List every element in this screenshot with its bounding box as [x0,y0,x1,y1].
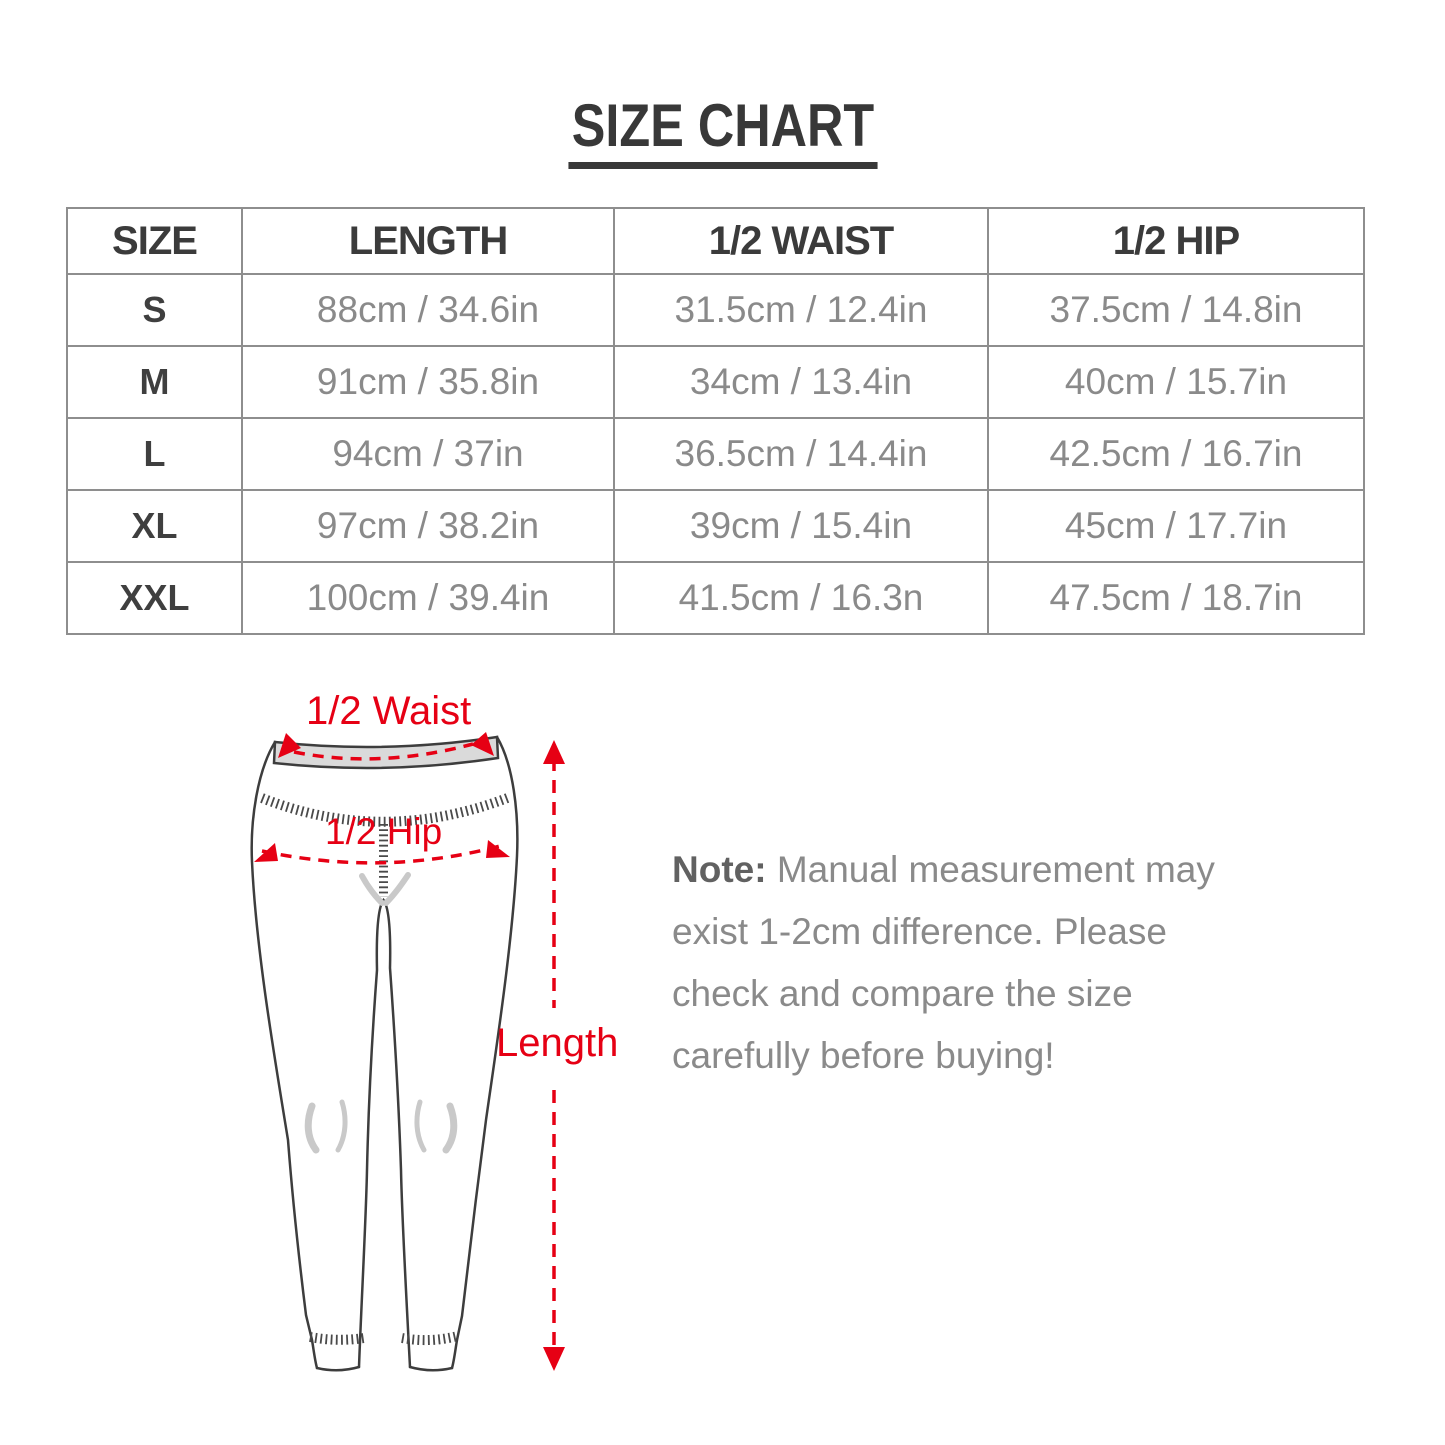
table-row: XL 97cm / 38.2in 39cm / 15.4in 45cm / 17… [66,489,1365,563]
length-cell: 94cm / 37in [241,417,615,491]
hip-cell: 40cm / 15.7in [987,345,1365,419]
page-title-wrap: SIZE CHART [0,96,1445,169]
length-arrowhead-top [543,740,565,764]
hip-arrowhead-left [254,843,278,862]
leggings-outline [250,735,519,1372]
note-line: check and compare the size [672,973,1133,1014]
table-row: M 91cm / 35.8in 34cm / 13.4in 40cm / 15.… [66,345,1365,419]
column-header-size: SIZE [66,207,243,275]
left-outer-edge [250,740,319,1370]
waist-cell: 36.5cm / 14.4in [613,417,989,491]
length-cell: 91cm / 35.8in [241,345,615,419]
hip-cell: 42.5cm / 16.7in [987,417,1365,491]
table-row: L 94cm / 37in 36.5cm / 14.4in 42.5cm / 1… [66,417,1365,491]
left-cuff-seam [309,1332,365,1345]
waist-cell: 39cm / 15.4in [613,489,989,563]
column-header-length: LENGTH [241,207,615,275]
hip-cell: 37.5cm / 14.8in [987,273,1365,347]
inner-edges-and-crotch [357,897,412,1369]
note-text: Note: Manual measurement may exist 1-2cm… [672,839,1292,1087]
length-cell: 100cm / 39.4in [241,561,615,635]
waist-arrow-line [293,742,474,761]
note-line-text: Manual measurement may [766,849,1215,890]
waist-cell: 34cm / 13.4in [613,345,989,419]
header-row: SIZE LENGTH 1/2 WAIST 1/2 HIP [66,207,1365,275]
note-label: Note: [672,849,767,890]
waist-cell: 41.5cm / 16.3n [613,561,989,635]
page-title: SIZE CHART [567,96,878,169]
hip-cell: 47.5cm / 18.7in [987,561,1365,635]
length-cell: 97cm / 38.2in [241,489,615,563]
shading-creases [304,872,458,1154]
yoke-seam [260,792,512,827]
table-row: XXL 100cm / 39.4in 41.5cm / 16.3n 47.5cm… [66,561,1365,635]
table-row: S 88cm / 34.6in 31.5cm / 12.4in 37.5cm /… [66,273,1365,347]
column-header-hip: 1/2 HIP [987,207,1365,275]
arrowheads [254,732,565,1371]
size-cell: L [66,417,243,491]
waist-arrowhead-right [471,732,494,756]
note-line: Note: Manual measurement may [672,839,1292,901]
length-measure-label: Length [496,1021,619,1065]
left-leg-hem-edge [315,1365,361,1372]
note-line: carefully before buying! [672,1035,1055,1076]
hip-arrowhead-right [486,840,510,858]
length-arrowhead-bottom [543,1347,565,1371]
column-header-waist: 1/2 WAIST [613,207,989,275]
stitch-seams [260,792,512,1346]
length-cell: 88cm / 34.6in [241,273,615,347]
right-leg-hem-edge [408,1365,454,1372]
right-outer-edge [450,735,519,1370]
waist-cell: 31.5cm / 12.4in [613,273,989,347]
note-line: exist 1-2cm difference. Please [672,911,1167,952]
right-cuff-seam [401,1331,460,1346]
leggings-diagram [250,732,565,1372]
waist-arrowhead-left [278,733,301,758]
size-cell: XXL [66,561,243,635]
size-cell: M [66,345,243,419]
size-table: SIZE LENGTH 1/2 WAIST 1/2 HIP S 88cm / 3… [66,207,1365,635]
hip-cell: 45cm / 17.7in [987,489,1365,563]
waist-measure-label: 1/2 Waist [306,689,472,733]
hip-measure-label: 1/2 Hip [325,811,443,852]
waistband [272,735,500,770]
size-cell: XL [66,489,243,563]
measurement-arrows [261,742,556,1352]
hip-arrow-line [261,844,501,865]
size-cell: S [66,273,243,347]
